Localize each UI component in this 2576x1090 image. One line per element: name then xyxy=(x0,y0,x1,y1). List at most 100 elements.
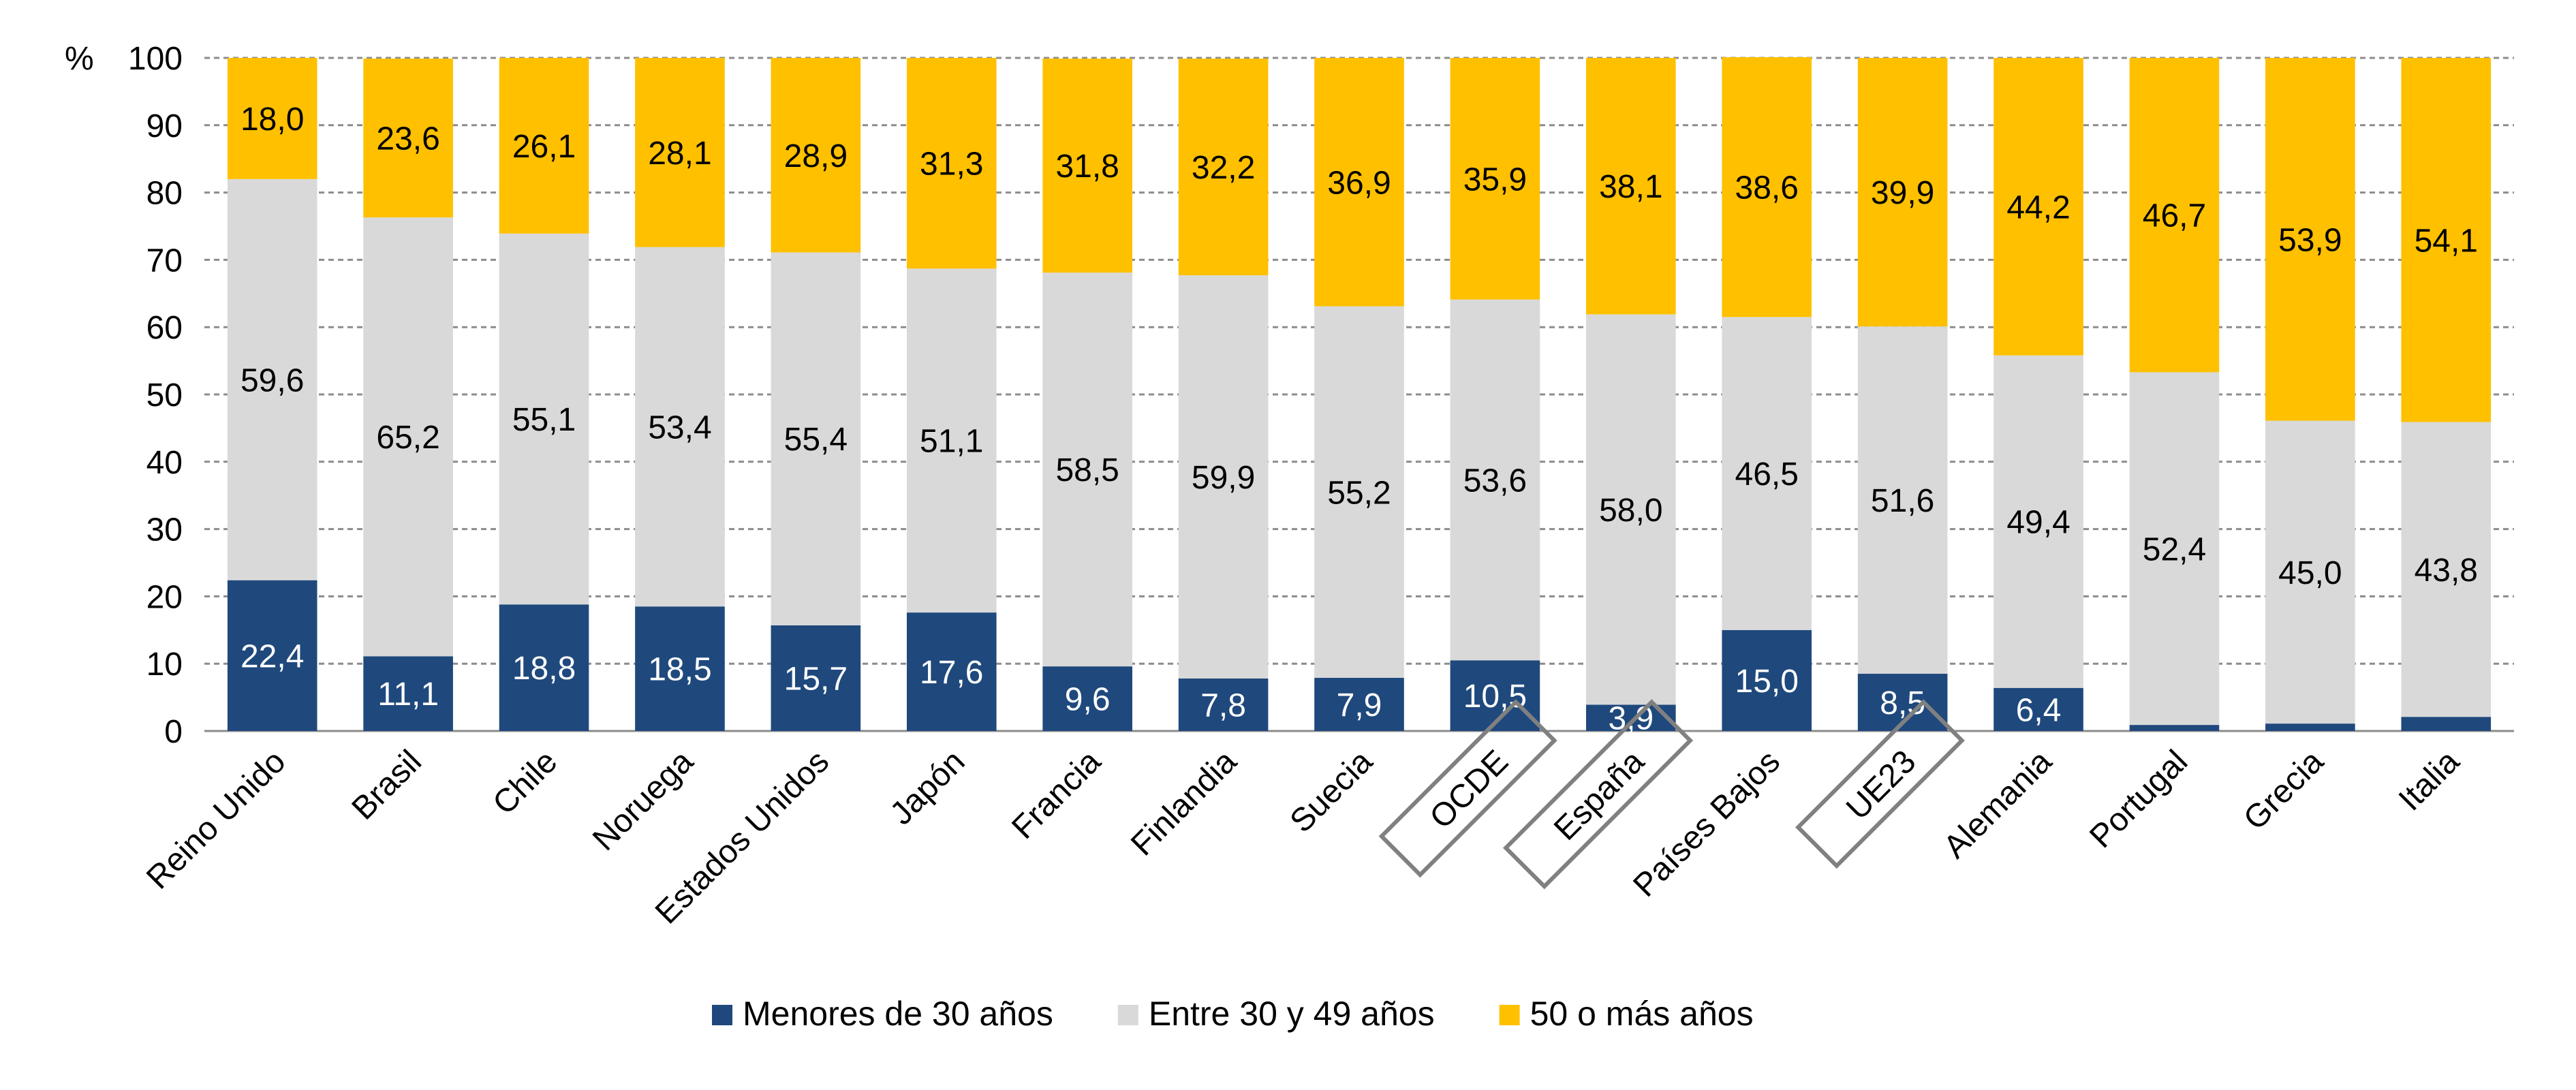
x-tick: Brasil xyxy=(345,743,429,826)
data-label: 7,8 xyxy=(1200,687,1246,723)
data-label: 46,5 xyxy=(1735,456,1799,493)
data-label: 55,2 xyxy=(1327,475,1391,511)
data-label: 46,7 xyxy=(2143,198,2206,234)
x-tick-label: Chile xyxy=(486,743,564,822)
bar-segment xyxy=(2401,58,2492,422)
bar-segment xyxy=(1450,660,1540,731)
x-tick-label: Japón xyxy=(884,743,972,832)
bar-segment xyxy=(499,58,589,234)
x-tick: Noruega xyxy=(586,743,700,858)
bar-segment xyxy=(1993,58,2083,356)
bar-segment xyxy=(363,58,453,218)
data-label: 53,9 xyxy=(2278,222,2342,258)
data-label: 26,1 xyxy=(512,129,576,165)
x-tick: Francia xyxy=(1005,743,1108,846)
y-tick-label: 20 xyxy=(146,579,183,615)
bar-segment xyxy=(1314,306,1404,678)
data-label: 17,6 xyxy=(920,655,983,691)
bar-segment xyxy=(1042,58,1132,273)
bar-segment xyxy=(906,58,997,269)
data-label: 28,1 xyxy=(648,136,711,172)
x-tick-label: Noruega xyxy=(586,743,700,858)
bar-segment xyxy=(771,58,861,253)
data-label: 38,1 xyxy=(1599,169,1662,205)
data-label: 11,1 xyxy=(377,676,439,713)
x-tick: Italia xyxy=(2392,743,2466,818)
x-tick: Portugal xyxy=(2083,743,2194,855)
bar-segment xyxy=(1314,58,1404,307)
y-tick-label: 60 xyxy=(146,310,183,346)
data-label: 55,4 xyxy=(784,422,848,458)
data-label: 15,0 xyxy=(1735,664,1799,700)
x-tick: Chile xyxy=(486,743,564,822)
legend-label: Menores de 30 años xyxy=(743,995,1053,1033)
bar-segment xyxy=(906,268,997,613)
bar-segment xyxy=(227,178,317,580)
legend: Menores de 30 años Entre 30 y 49 años 50 o… xyxy=(712,995,1754,1033)
y-tick-label: 0 xyxy=(164,714,183,750)
bar-segment xyxy=(2129,725,2220,731)
bars: 22,4 59,6 18,0 11,1 65,2 23,6 18,8 55,1 26,1 18,5… xyxy=(227,57,2492,737)
bar-segment xyxy=(635,247,725,607)
data-label: 39,9 xyxy=(1871,175,1934,211)
data-label: 53,6 xyxy=(1463,463,1527,499)
y-tick-label: 90 xyxy=(146,108,183,144)
data-label: 53,4 xyxy=(648,409,711,446)
data-label: 65,2 xyxy=(376,420,439,456)
x-tick-label: UE23 xyxy=(1840,743,1923,826)
data-label: 35,9 xyxy=(1463,161,1527,198)
data-label: 10,5 xyxy=(1463,679,1527,715)
x-tick: Suecia xyxy=(1284,743,1380,839)
data-label: 18,8 xyxy=(512,651,576,687)
x-tick-label: Finlandia xyxy=(1124,743,1243,862)
data-label: 54,1 xyxy=(2415,223,2478,259)
bar-segment xyxy=(635,606,725,731)
data-label: 7,9 xyxy=(1337,687,1382,723)
bar-segment xyxy=(1722,57,1812,317)
data-label: 9,6 xyxy=(1065,682,1111,718)
bar-segment xyxy=(1857,58,1948,327)
data-label: 44,2 xyxy=(2006,189,2070,225)
y-tick-label: 50 xyxy=(146,377,183,414)
bar-segment xyxy=(1042,666,1132,731)
bar-segment xyxy=(771,625,861,731)
data-label: 43,8 xyxy=(2415,552,2478,589)
bar-segment xyxy=(2265,723,2355,731)
bar-segment xyxy=(227,58,317,179)
bar-segment xyxy=(635,58,725,247)
x-tick-label: Portugal xyxy=(2083,743,2194,855)
x-tick-label: Francia xyxy=(1005,743,1108,846)
category-highlight-box xyxy=(1378,699,1557,878)
data-label: 58,0 xyxy=(1599,493,1662,529)
data-label: 51,1 xyxy=(920,424,983,460)
bar-segment xyxy=(1586,314,1676,705)
bar-segment xyxy=(499,233,589,605)
data-label: 32,2 xyxy=(1192,150,1255,186)
data-label: 28,9 xyxy=(784,138,848,174)
bar-segment xyxy=(363,656,453,731)
x-tick-label: Brasil xyxy=(345,743,429,826)
data-label: 18,0 xyxy=(240,102,304,138)
y-tick-label: 70 xyxy=(146,243,183,279)
bar-segment xyxy=(2265,58,2355,421)
bar-segment xyxy=(227,580,317,731)
data-label: 36,9 xyxy=(1327,165,1391,201)
data-label: 8,5 xyxy=(1880,685,1925,721)
bar-segment xyxy=(1993,687,2083,731)
y-tick-label: 100 xyxy=(128,41,183,77)
y-tick-label: 30 xyxy=(146,512,183,548)
category-highlight-box xyxy=(1795,699,1965,869)
data-label: 31,3 xyxy=(920,146,983,183)
bar-segment xyxy=(2129,58,2220,373)
bar-segment xyxy=(499,604,589,731)
bar-segment xyxy=(1722,629,1812,731)
data-label: 49,4 xyxy=(2006,505,2070,541)
bar-segment xyxy=(2401,422,2492,717)
bar-segment xyxy=(1178,58,1269,276)
legend-swatch xyxy=(712,1005,732,1025)
bar-segment xyxy=(363,217,453,657)
bar-segment xyxy=(1042,272,1132,667)
legend-swatch xyxy=(1499,1005,1520,1025)
bar-segment xyxy=(1993,355,2083,688)
